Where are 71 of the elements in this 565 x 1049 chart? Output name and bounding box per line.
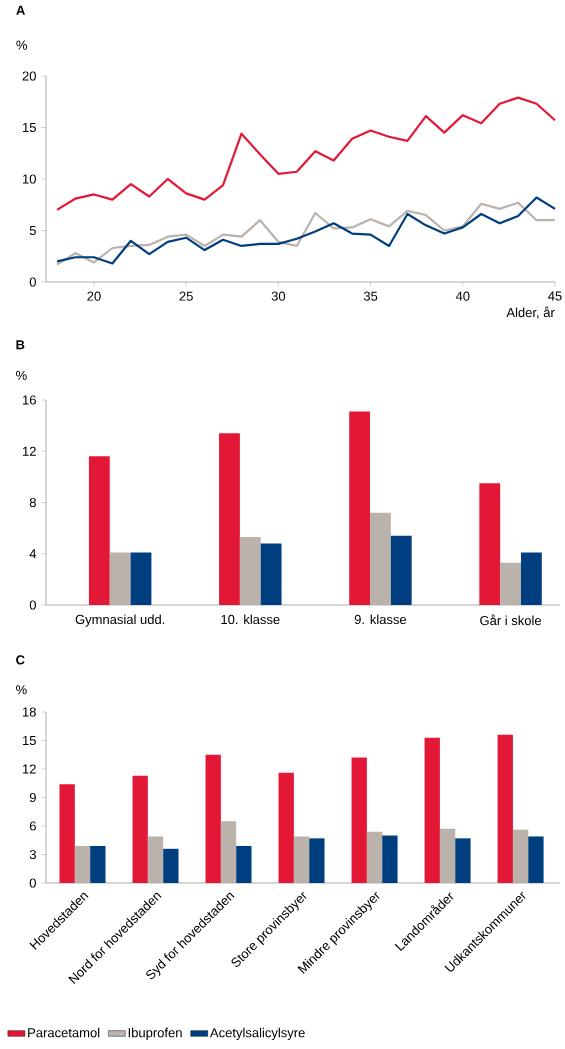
bar (88, 456, 110, 605)
y-tick-label: 12 (23, 446, 36, 456)
bar (528, 836, 544, 883)
bar (512, 829, 529, 883)
bar (90, 845, 106, 883)
legend-label: Paracetamol (28, 1027, 100, 1038)
bar (74, 845, 91, 883)
y-tick-label: 20 (22, 71, 36, 81)
y-axis-title: % (16, 370, 27, 380)
y-tick-label: 0 (29, 600, 36, 610)
y-axis-title: % (16, 685, 27, 695)
bar (236, 845, 252, 883)
bar (130, 552, 152, 605)
y-tick-label: 5 (29, 225, 36, 236)
bar (497, 734, 513, 883)
bar (205, 754, 221, 883)
y-tick-label: 12 (22, 764, 36, 774)
bar (239, 537, 261, 605)
x-tick-label: 40 (455, 291, 470, 301)
x-tick-label: 10. klasse (221, 614, 280, 625)
bar (219, 433, 240, 605)
bar (309, 838, 325, 883)
bar (520, 552, 542, 605)
x-tick-label: 20 (87, 291, 101, 301)
y-tick-label: 6 (29, 821, 36, 831)
legend-label: Ibuprofen (128, 1027, 182, 1040)
x-tick-label: Går i skole (480, 614, 542, 626)
x-tick-label: 30 (271, 291, 286, 301)
chart-title: B (16, 340, 25, 350)
bar (455, 838, 471, 883)
line-series (55, 96, 557, 211)
x-tick-label: 9. klasse (354, 614, 407, 625)
y-tick-label: 15 (22, 122, 36, 133)
bar (370, 512, 391, 605)
y-tick-label: 4 (29, 549, 37, 559)
y-tick-label: 3 (29, 849, 36, 860)
chart-title: C (16, 655, 25, 665)
bar (59, 784, 75, 883)
bar (293, 836, 310, 883)
legend-label: Acetylsalicylsyre (210, 1027, 305, 1040)
bar (424, 737, 440, 883)
bar (349, 411, 371, 605)
y-tick-label: 10 (22, 174, 36, 184)
bar (351, 757, 367, 883)
bar (390, 535, 412, 605)
y-tick-label: 18 (22, 707, 36, 717)
bar (278, 772, 294, 883)
y-tick-label: 9 (29, 792, 36, 803)
bar (163, 848, 179, 883)
bar (220, 821, 237, 883)
y-axis-title: % (16, 40, 28, 50)
y-tick-label: 15 (22, 735, 36, 746)
bar (109, 552, 131, 605)
y-tick-label: 8 (29, 497, 36, 508)
x-tick-label: 35 (363, 291, 378, 301)
x-tick-label: 45 (548, 291, 562, 301)
y-tick-label: 0 (29, 878, 36, 888)
x-tick-label: 25 (179, 291, 193, 301)
x-tick-label: Gymnasial udd. (75, 614, 165, 627)
chart-title: A (16, 5, 25, 15)
bar (500, 562, 521, 605)
bar (147, 836, 164, 883)
bar (382, 835, 398, 883)
bar (366, 831, 383, 883)
bar (479, 483, 501, 605)
y-tick-label: 0 (29, 277, 36, 287)
bar (439, 828, 456, 883)
bar (260, 543, 282, 605)
x-axis-title: Alder, år (506, 306, 555, 319)
bar (132, 775, 148, 883)
y-tick-label: 16 (23, 395, 36, 405)
